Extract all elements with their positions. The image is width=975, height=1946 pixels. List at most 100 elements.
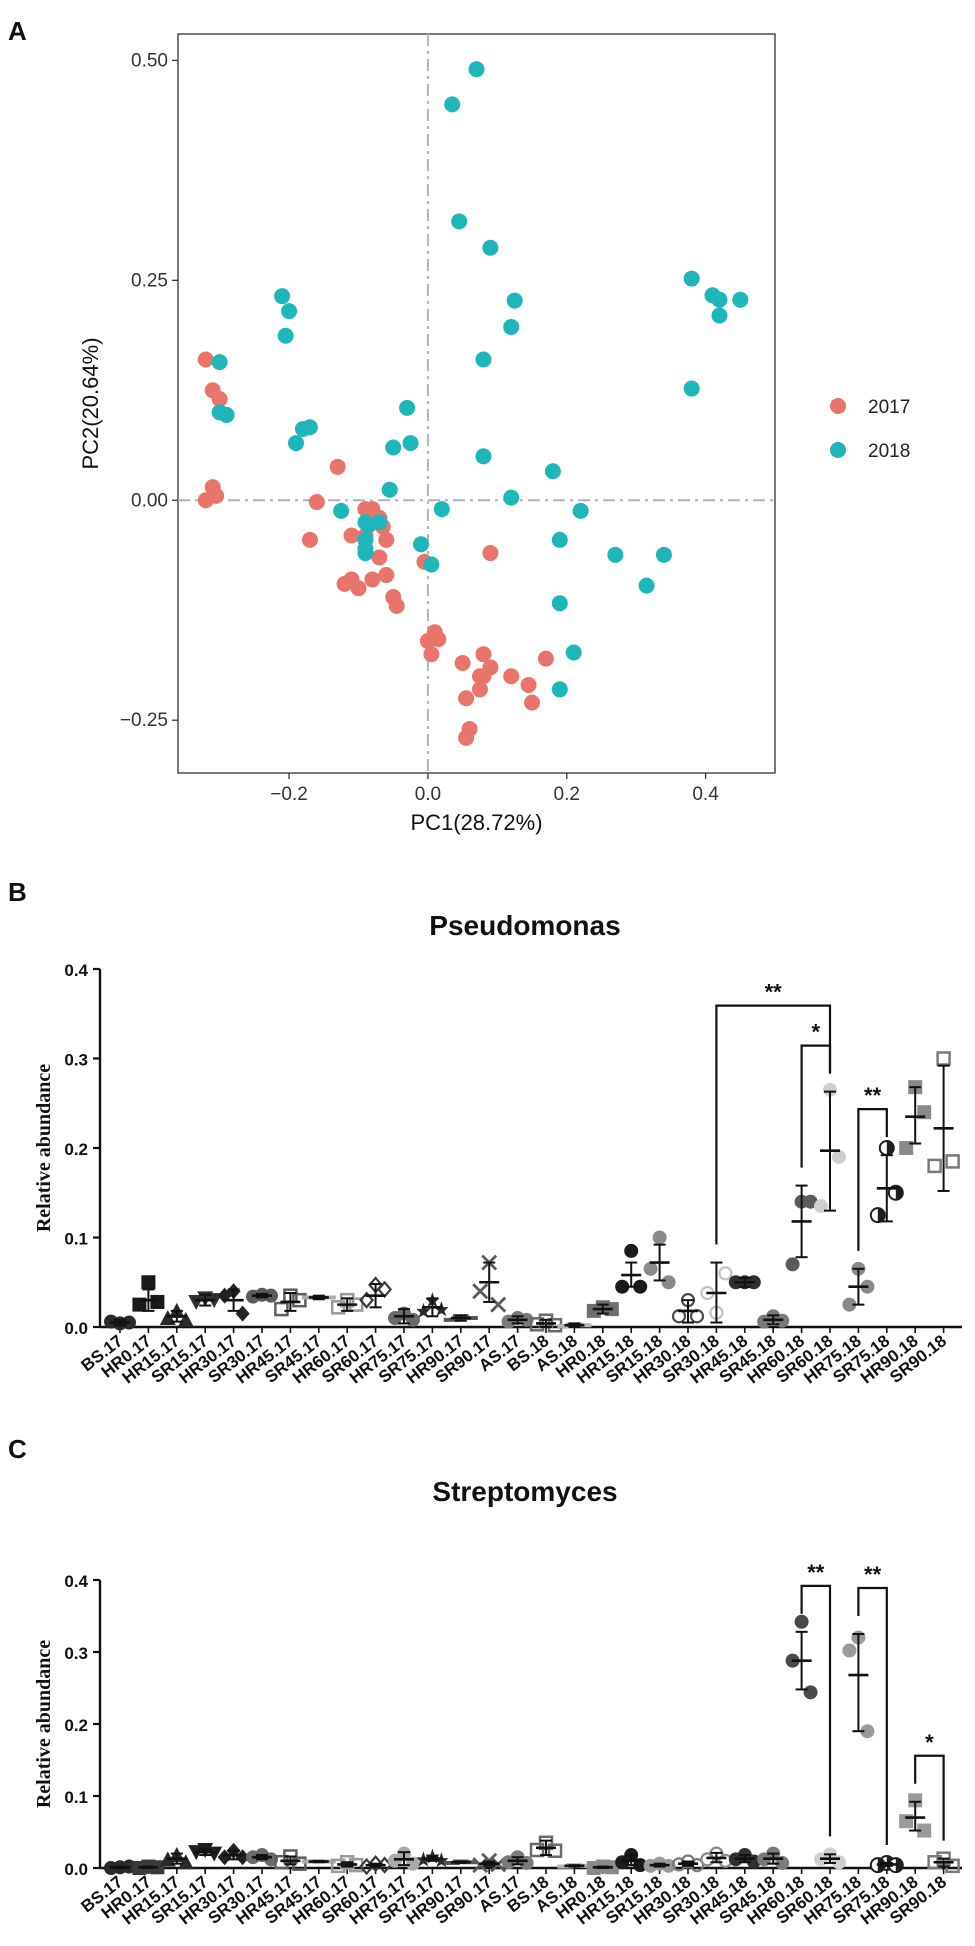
data-point xyxy=(661,1275,676,1290)
point-2018 xyxy=(281,303,298,320)
point-2018 xyxy=(357,531,374,548)
data-point xyxy=(406,1312,420,1327)
data-point-half xyxy=(886,1141,894,1155)
panel-label-b: B xyxy=(8,877,27,907)
panel-label-a: A xyxy=(8,16,27,46)
point-2017 xyxy=(458,729,475,746)
data-point-half xyxy=(895,1858,903,1873)
point-2018 xyxy=(506,292,523,309)
point-2018 xyxy=(482,239,499,256)
data-point-half xyxy=(895,1185,903,1200)
point-2018 xyxy=(711,307,728,324)
y-tick-label: 0.50 xyxy=(131,50,168,71)
point-2017 xyxy=(503,668,520,685)
y-tick-label: 0.1 xyxy=(64,1788,88,1807)
point-2017 xyxy=(520,677,537,694)
plot-frame xyxy=(177,33,776,774)
significance-label: ** xyxy=(864,1562,882,1587)
x-tick-label: 0.2 xyxy=(554,784,580,805)
point-2018 xyxy=(607,546,624,563)
data-point xyxy=(823,1082,837,1097)
point-2018 xyxy=(732,291,749,308)
data-point xyxy=(501,1314,516,1329)
y-axis-title: PC2(20.64%) xyxy=(78,337,103,469)
point-2018 xyxy=(381,481,398,498)
point-2017 xyxy=(364,571,381,588)
y-axis-title: Relative abundance xyxy=(33,1640,55,1808)
y-tick-label: 0.3 xyxy=(64,1051,88,1070)
y-tick-label: 0.2 xyxy=(64,1716,88,1735)
data-point xyxy=(908,1793,923,1808)
data-point xyxy=(624,1243,639,1258)
point-2018 xyxy=(503,489,520,506)
data-point xyxy=(794,1614,809,1629)
point-2017 xyxy=(197,351,214,368)
data-point xyxy=(842,1297,857,1312)
y-axis-title: Relative abundance xyxy=(33,1064,55,1232)
data-point xyxy=(368,1854,384,1873)
x-tick-label: 0.0 xyxy=(415,784,441,805)
y-tick-label: 0.4 xyxy=(64,961,88,980)
pseudomonas-panel: B Pseudomonas 0.0 0.1 0.2 0.3 0.4 Relative abun… xyxy=(8,877,962,1387)
point-2018 xyxy=(433,501,450,518)
point-2018 xyxy=(475,351,492,368)
y-tick-label: 0.1 xyxy=(64,1230,88,1249)
point-2018 xyxy=(551,595,568,612)
y-tick-label: 0.4 xyxy=(64,1572,88,1591)
significance-label: ** xyxy=(807,1560,825,1585)
point-2018 xyxy=(211,354,228,371)
point-2018 xyxy=(544,463,561,480)
point-2018 xyxy=(218,406,235,423)
data-point xyxy=(615,1855,630,1870)
point-2018 xyxy=(357,545,374,562)
data-point xyxy=(217,1849,232,1866)
data-point xyxy=(547,1843,563,1858)
point-2017 xyxy=(329,458,346,475)
point-2017 xyxy=(371,549,388,566)
data-point xyxy=(785,1257,800,1272)
data-point xyxy=(359,1291,375,1309)
point-2017 xyxy=(211,391,228,408)
point-2017 xyxy=(423,646,440,663)
panel-label-c: C xyxy=(8,1434,27,1464)
point-2018 xyxy=(301,419,318,436)
streptomyces-panel: C Streptomyces 0.0 0.1 0.2 0.3 0.4 Relative abu… xyxy=(8,1434,962,1928)
significance-bracket xyxy=(914,1754,945,1841)
legend-label-2017: 2017 xyxy=(868,397,910,418)
point-2017 xyxy=(471,681,488,698)
data-point xyxy=(274,1854,289,1870)
significance-label: ** xyxy=(864,1083,882,1108)
point-2018 xyxy=(551,681,568,698)
data-point xyxy=(472,1283,489,1300)
data-point xyxy=(472,1857,489,1874)
point-2017 xyxy=(454,655,471,672)
point-2018 xyxy=(683,380,700,397)
y-tick-label: 0.00 xyxy=(131,490,168,511)
y-tick-label: −0.25 xyxy=(120,710,168,731)
data-point xyxy=(206,1846,223,1862)
point-2018 xyxy=(451,213,468,230)
x-axis-title: PC1(28.72%) xyxy=(410,810,542,835)
point-2018 xyxy=(333,502,350,519)
panel-title: Pseudomonas xyxy=(429,910,620,941)
point-2017 xyxy=(343,527,360,544)
significance-bracket xyxy=(857,1108,888,1251)
point-2018 xyxy=(371,514,388,531)
point-2018 xyxy=(655,546,672,563)
point-2018 xyxy=(399,399,416,416)
data-point-half xyxy=(877,1208,885,1223)
data-point xyxy=(832,1149,846,1164)
y-tick-label: 0.0 xyxy=(64,1860,88,1879)
pca-panel: A −0.2 0.0 0.2 0.4 −0.25 0.00 0.25 0.50 PC1(28.72… xyxy=(8,16,910,835)
data-point xyxy=(519,1855,534,1870)
data-point xyxy=(700,1852,715,1867)
point-2017 xyxy=(308,494,325,511)
significance-bracket xyxy=(715,1004,832,1245)
panel-title: Streptomyces xyxy=(432,1476,617,1507)
data-point xyxy=(936,1051,951,1066)
point-2018 xyxy=(711,291,728,308)
data-point xyxy=(586,1303,601,1318)
data-point xyxy=(803,1685,818,1700)
point-2017 xyxy=(378,531,395,548)
